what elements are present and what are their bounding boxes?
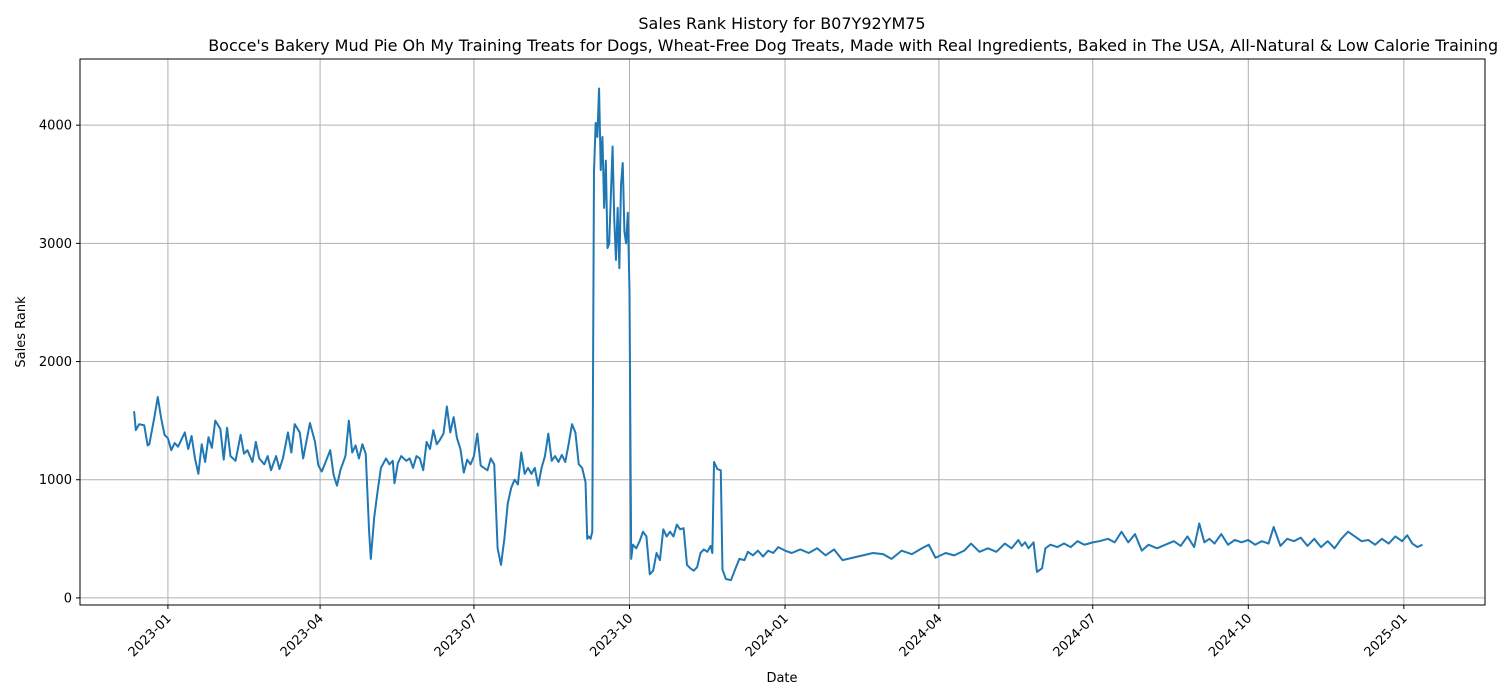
y-tick-label: 3000 — [39, 237, 72, 252]
x-tick-label: 2024-10 — [1206, 611, 1255, 660]
y-tick-label: 0 — [64, 591, 72, 606]
x-tick-label: 2024-01 — [743, 611, 792, 660]
x-tick-label: 2023-01 — [126, 611, 175, 660]
x-axis-label: Date — [766, 671, 797, 686]
x-tick-label: 2024-04 — [897, 611, 946, 660]
grid-lines — [80, 59, 1485, 605]
chart-title: Sales Rank History for B07Y92YM75 — [638, 14, 925, 33]
sales-rank-series-line — [133, 87, 1423, 582]
chart-subtitle: Bocce's Bakery Mud Pie Oh My Training Tr… — [208, 36, 1500, 55]
series-layer — [133, 87, 1423, 582]
y-tick-label: 2000 — [39, 355, 72, 370]
x-tick-label: 2023-10 — [587, 611, 636, 660]
plot-frame — [79, 58, 1486, 606]
y-axis-label: Sales Rank — [14, 296, 29, 368]
x-tick-label: 2024-07 — [1051, 611, 1100, 660]
x-tick-label: 2023-04 — [278, 611, 327, 660]
x-tick-label: 2023-07 — [432, 611, 481, 660]
y-tick-label: 1000 — [39, 473, 72, 488]
y-tick-label: 4000 — [39, 119, 72, 134]
axis-ticks: 0 1000 2000 3000 4000 2023-01 2023-04 2023-07 20… — [39, 119, 1411, 661]
x-tick-label: 2025-01 — [1362, 611, 1411, 660]
